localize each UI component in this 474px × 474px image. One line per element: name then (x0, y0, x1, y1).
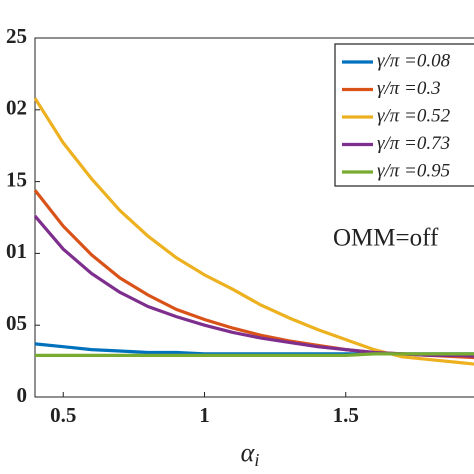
series-line (33, 97, 474, 366)
legend-label: γ/π =0.73 (377, 133, 450, 154)
x-tick-label: 1.5 (333, 403, 359, 427)
y-tick-label: 02 (6, 96, 27, 120)
y-tick-label: 01 (6, 239, 27, 263)
y-tick-label: 25 (6, 24, 27, 48)
series-line (35, 352, 474, 357)
legend-label: γ/π =0.52 (377, 105, 451, 126)
y-tick-label: 0 (17, 383, 28, 407)
y-tick-label: 05 (6, 311, 27, 335)
x-axis-label: αi (241, 438, 260, 470)
legend-label: γ/π =0.95 (377, 160, 450, 181)
y-tick-label: 15 (6, 167, 27, 191)
x-label-sub: i (254, 450, 259, 470)
annotation: OMM=off (333, 225, 439, 252)
x-tick-label: 1 (199, 403, 210, 427)
x-tick-label: 0.5 (50, 403, 76, 427)
x-label-base: α (241, 438, 256, 467)
legend-box (334, 43, 474, 187)
series-line (33, 189, 474, 360)
legend-label: γ/π =0.08 (377, 50, 451, 71)
legend-label: γ/π =0.3 (377, 78, 441, 99)
